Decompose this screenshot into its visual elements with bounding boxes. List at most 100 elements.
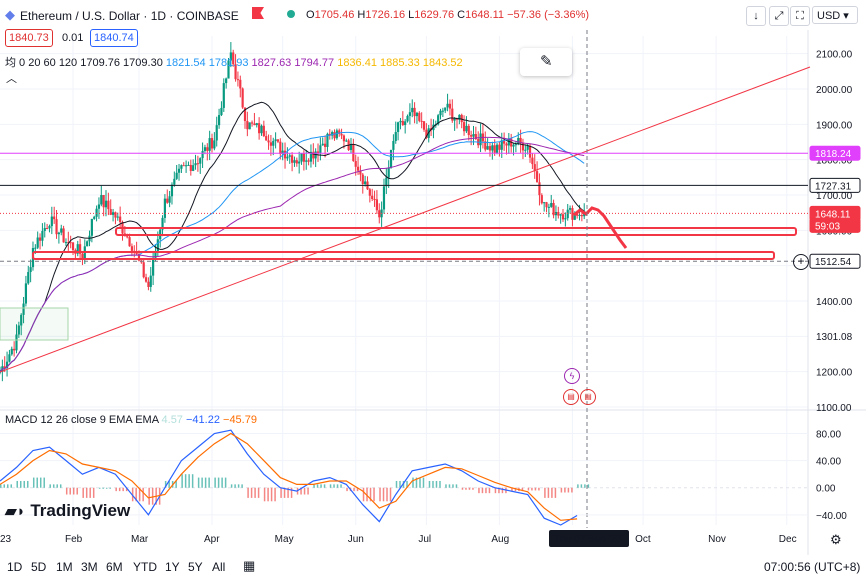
tf-all[interactable]: All xyxy=(212,560,226,574)
candle-body-45 xyxy=(104,200,108,208)
macd-hist-bar-20-2 xyxy=(336,484,339,488)
candle-body-10 xyxy=(22,303,25,315)
candle-body-34 xyxy=(78,244,82,254)
macd-hist-bar-35-0 xyxy=(577,484,579,488)
time-label-2: Mar xyxy=(131,534,149,545)
macd-hist-bar-18-1 xyxy=(300,487,302,495)
economic-event-flag-icon[interactable]: ▤ xyxy=(563,389,579,405)
macd-hist-bar-4-3 xyxy=(76,487,78,495)
candle-body-150 xyxy=(352,144,355,162)
tf-1d[interactable]: 1D xyxy=(7,560,23,574)
tf-5d[interactable]: 5D xyxy=(31,560,47,574)
candle-body-82 xyxy=(192,165,195,171)
go-to-date-calendar-icon[interactable]: ▦ xyxy=(243,558,256,573)
candle-body-81 xyxy=(189,164,192,171)
candle-body-160 xyxy=(375,199,379,211)
candle-body-80 xyxy=(187,164,190,166)
symbol-title[interactable]: Ethereum / U.S. Dollar · 1D · COINBASE xyxy=(20,9,239,23)
support-zone-lower xyxy=(32,251,775,260)
add-alert-icon[interactable]: + xyxy=(793,254,809,270)
candle-body-223 xyxy=(524,149,527,151)
candle-body-210 xyxy=(493,145,496,153)
candle-body-116 xyxy=(272,140,275,146)
macd-hist-bar-27-0 xyxy=(445,484,447,488)
macd-hist-bar-2-3 xyxy=(43,477,45,488)
flag-icon[interactable] xyxy=(252,7,264,19)
maximize-button[interactable]: ⤢ xyxy=(769,6,789,26)
candle-body-40 xyxy=(93,216,96,219)
candle-body-202 xyxy=(474,134,477,140)
ma-value-8: 1843.52 xyxy=(419,57,463,69)
macd-hist-bar-18-3 xyxy=(307,487,309,495)
fullscreen-button[interactable]: ⛶ xyxy=(790,6,810,26)
macd-hist-value: 4.57 xyxy=(161,414,183,426)
lightning-icon[interactable]: ϟ xyxy=(564,368,580,384)
macd-hist-bar-23-3 xyxy=(389,487,392,502)
tf-1m[interactable]: 1M xyxy=(56,560,73,574)
candle-body-89 xyxy=(208,138,211,151)
macd-hist-bar-26-2 xyxy=(435,480,438,488)
down-arrow-button[interactable]: ↓ xyxy=(746,6,766,26)
candle-body-214 xyxy=(503,140,506,144)
tf-ytd[interactable]: YTD xyxy=(133,560,157,574)
candle-body-154 xyxy=(361,174,364,184)
candle-body-159 xyxy=(373,198,376,200)
grid xyxy=(0,30,866,555)
candle-body-197 xyxy=(462,122,466,132)
collapse-chevron-icon[interactable]: ︿ xyxy=(6,73,17,85)
time-label-7: Aug xyxy=(491,534,509,545)
candle-body-19 xyxy=(43,227,46,231)
macd-hist-bar-8-2 xyxy=(138,487,141,502)
tf-6m[interactable]: 6M xyxy=(106,560,123,574)
candle-body-242 xyxy=(568,208,572,210)
tradingview-logo[interactable]: ▰◗ TradingView xyxy=(5,501,130,521)
candle-body-13 xyxy=(29,267,32,273)
macd-hist-bar-20-1 xyxy=(333,484,335,488)
ma-value-7: 1885.33 xyxy=(376,57,420,69)
candle-body-39 xyxy=(90,218,93,236)
candle-body-198 xyxy=(465,125,468,132)
macd-hist-bar-9-1 xyxy=(151,487,154,505)
price-tick-0: 2100.00 xyxy=(816,50,853,61)
macd-hist-bar-10-1 xyxy=(168,480,170,488)
candle-body-120 xyxy=(281,150,284,155)
tf-5y[interactable]: 5Y xyxy=(188,560,203,574)
brand-name: TradingView xyxy=(30,501,131,520)
bid-price[interactable]: 1840.73 xyxy=(5,29,53,47)
candle-body-92 xyxy=(215,125,218,141)
currency-select[interactable]: USD ▾ xyxy=(812,6,858,24)
candle-body-241 xyxy=(566,209,569,219)
macd-hist-bar-21-2 xyxy=(353,487,355,492)
candle-body-141 xyxy=(331,132,334,136)
candle-body-113 xyxy=(265,136,268,141)
clock-readout[interactable]: 07:00:56 (UTC+8) xyxy=(764,560,861,574)
ask-price[interactable]: 1840.74 xyxy=(90,29,138,47)
macd-hist-bar-14-0 xyxy=(230,484,233,488)
macd-hist-bar-0-2 xyxy=(7,484,9,488)
tf-3m[interactable]: 3M xyxy=(81,560,98,574)
candle-body-66 xyxy=(154,251,157,258)
macd-hist-bar-6-0 xyxy=(98,487,101,489)
economic-event-flag-icon-2[interactable]: ▤ xyxy=(580,389,596,405)
candle-body-76 xyxy=(177,168,181,173)
drawing-tool-button[interactable]: ✎ xyxy=(520,48,572,76)
price-tick-9: 1200.00 xyxy=(816,368,853,379)
candle-body-226 xyxy=(531,157,534,165)
highlight-box xyxy=(0,307,69,341)
candle-body-105 xyxy=(246,120,249,130)
candle-body-243 xyxy=(571,208,574,220)
chart-settings-gear-icon[interactable]: ⚙ xyxy=(830,532,842,547)
macd-hist-bar-17-3 xyxy=(290,487,293,498)
candle-body-138 xyxy=(323,143,327,147)
macd-hist-bar-0-3 xyxy=(10,484,12,488)
macd-hist-bar-12-1 xyxy=(201,477,203,488)
spread-value: 0.01 xyxy=(62,32,84,44)
macd-hist-bar-34-1 xyxy=(564,487,566,493)
macd-hist-bar-33-3 xyxy=(554,487,557,498)
candle-body-33 xyxy=(76,244,79,254)
macd-hist-bar-22-1 xyxy=(366,487,368,502)
price-tick-10: 1100.00 xyxy=(816,403,852,414)
tf-1y[interactable]: 1Y xyxy=(165,560,180,574)
